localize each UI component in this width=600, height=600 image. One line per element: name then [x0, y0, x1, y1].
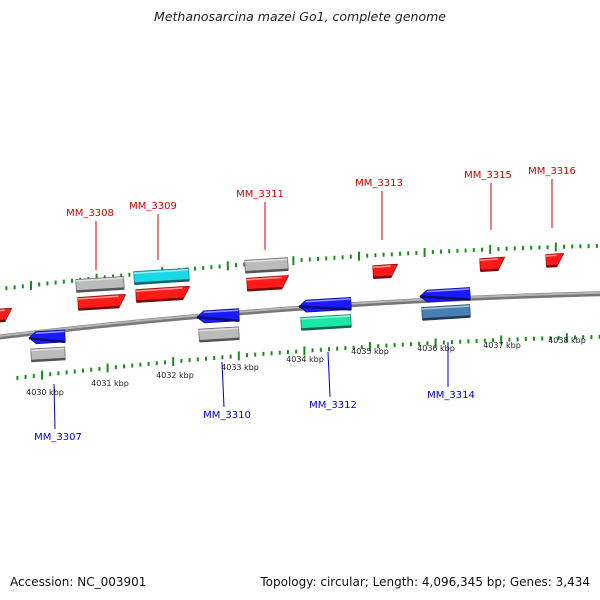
gene-mm3311-highlight: [246, 276, 282, 281]
gene-mm3312-cds: [300, 314, 352, 331]
gene-partial-left-highlight: [0, 309, 5, 312]
gene-mm3308-cds: [75, 276, 125, 293]
label-mm3312: MM_3312: [309, 400, 357, 411]
gene-mm3313-highlight: [372, 265, 391, 269]
gene-mm3316: [545, 253, 565, 268]
gene-features: [0, 253, 565, 363]
gene-mm3307-cds-highlight: [30, 347, 65, 352]
label-mm3308: MM_3308: [66, 208, 114, 219]
gene-mm3309-cds-shadow: [134, 279, 190, 285]
gene-mm3315: [479, 256, 506, 273]
gene-mm3310: [196, 308, 240, 324]
gene-mm3311-cds-shadow: [245, 268, 289, 274]
tick-label-4034-kbp: 4034 kbp: [286, 355, 324, 364]
gene-mm3307-cds-shadow: [31, 357, 66, 363]
gene-mm3311-shadow: [247, 286, 283, 292]
label-mm3311: MM_3311: [236, 189, 284, 200]
gene-mm3307: [28, 329, 66, 345]
tick-label-4030-kbp: 4030 kbp: [26, 388, 64, 397]
label-mm3309: MM_3309: [129, 201, 177, 212]
gene-mm3310-cds: [198, 326, 240, 343]
tick-label-4036-kbp: 4036 kbp: [417, 344, 455, 353]
label-mm3315: MM_3315: [464, 170, 512, 181]
label-mm3307: MM_3307: [34, 432, 82, 443]
leader-mm3312: [327, 351, 331, 398]
gene-mm3310-highlight: [203, 309, 239, 314]
gene-mm3308: [77, 294, 127, 311]
label-mm3314: MM_3314: [427, 390, 475, 401]
gene-mm3310-cds-highlight: [198, 327, 239, 332]
map-title: Methanosarcina mazei Go1, complete genom…: [154, 9, 446, 24]
gene-mm3314-shadow: [419, 295, 471, 301]
gene-mm3312-cds-shadow: [301, 325, 352, 331]
gene-mm3307-shadow: [28, 336, 66, 344]
gene-mm3308-highlight: [77, 295, 119, 300]
gene-labels: MM_3308 MM_3309 MM_3311 MM_3313 MM_3315 MM_33…: [34, 166, 576, 443]
gene-mm3307-cds: [30, 346, 66, 363]
gene-mm3312-shadow: [298, 305, 352, 311]
gene-mm3311-cds-highlight: [244, 258, 288, 263]
label-mm3313: MM_3313: [355, 178, 403, 189]
gene-mm3309-cds: [133, 267, 190, 285]
gene-mm3312-cds-highlight: [300, 315, 351, 320]
gene-mm3316-shadow: [546, 264, 558, 268]
tick-label-4037-kbp: 4037 kbp: [483, 341, 521, 350]
gene-mm3316-highlight: [545, 254, 557, 257]
gene-mm3311: [246, 275, 290, 292]
gene-mm3314-highlight: [426, 288, 470, 293]
gene-mm3315-shadow: [480, 268, 499, 273]
genome-summary-text: Topology: circular; Length: 4,096,345 bp…: [260, 575, 590, 589]
gene-mm3314: [419, 287, 471, 303]
gene-mm3310-shadow: [196, 316, 240, 322]
tick-label-4038-kbp: 4038 kbp: [548, 336, 586, 345]
gene-mm3310-cds-shadow: [199, 337, 240, 343]
gene-mm3315-body: [479, 256, 506, 272]
gene-mm3308-cds-shadow: [76, 287, 125, 293]
label-mm3310: MM_3310: [203, 410, 251, 421]
gene-mm3311-cds: [244, 257, 289, 274]
gene-mm3314-cds: [421, 304, 471, 321]
gene-mm3312-highlight: [305, 298, 351, 303]
accession-text: Accession: NC_003901: [10, 575, 147, 589]
tick-label-4033-kbp: 4033 kbp: [221, 363, 259, 372]
gene-partial-left: [0, 307, 13, 323]
gene-mm3313: [372, 263, 399, 280]
gene-mm3315-highlight: [479, 258, 498, 262]
label-mm3316: MM_3316: [528, 166, 576, 177]
gene-partial-left-body: [0, 307, 13, 322]
gene-mm3313-shadow: [373, 275, 392, 280]
gene-mm3308-shadow: [78, 305, 120, 311]
gene-mm3316-body: [545, 253, 565, 267]
leader-mm3307: [53, 383, 56, 430]
kbp-tick-labels: 4030 kbp 4031 kbp 4032 kbp 4033 kbp 4034 kbp…: [26, 336, 586, 397]
gene-mm3309-shadow: [136, 297, 184, 303]
gene-mm3314-cds-shadow: [422, 315, 471, 321]
gene-mm3312: [298, 296, 352, 313]
gene-mm3309-cds-highlight: [133, 269, 189, 274]
gene-partial-left-shadow: [0, 319, 6, 323]
tick-label-4032-kbp: 4032 kbp: [156, 371, 194, 380]
reverse-tick-ruler: [16, 333, 600, 380]
gene-mm3309-highlight: [135, 287, 183, 292]
tick-label-4035-kbp: 4035 kbp: [351, 347, 389, 356]
gene-mm3309: [135, 285, 191, 303]
gene-mm3308-cds-highlight: [75, 277, 124, 282]
gene-mm3314-cds-highlight: [421, 305, 470, 310]
gene-mm3313-body: [372, 263, 399, 279]
tick-label-4031-kbp: 4031 kbp: [91, 379, 129, 388]
leader-mm3310: [221, 361, 225, 408]
gene-mm3307-highlight: [35, 330, 65, 334]
